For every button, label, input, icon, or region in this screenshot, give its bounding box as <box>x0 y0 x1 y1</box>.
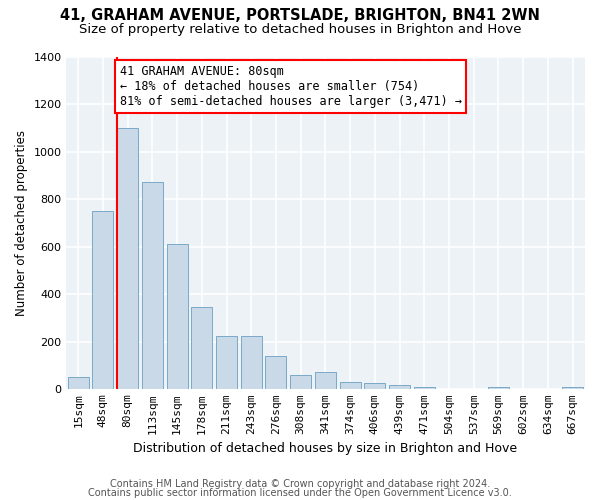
Bar <box>117 128 138 389</box>
Bar <box>488 386 509 389</box>
Bar <box>191 307 212 389</box>
Text: Contains public sector information licensed under the Open Government Licence v3: Contains public sector information licen… <box>88 488 512 498</box>
Bar <box>315 372 336 389</box>
Bar <box>216 336 237 389</box>
X-axis label: Distribution of detached houses by size in Brighton and Hove: Distribution of detached houses by size … <box>133 442 517 455</box>
Bar <box>142 182 163 389</box>
Bar <box>389 386 410 389</box>
Bar <box>364 383 385 389</box>
Bar <box>562 386 583 389</box>
Text: 41 GRAHAM AVENUE: 80sqm
← 18% of detached houses are smaller (754)
81% of semi-d: 41 GRAHAM AVENUE: 80sqm ← 18% of detache… <box>119 65 461 108</box>
Y-axis label: Number of detached properties: Number of detached properties <box>15 130 28 316</box>
Bar <box>265 356 286 389</box>
Text: Contains HM Land Registry data © Crown copyright and database right 2024.: Contains HM Land Registry data © Crown c… <box>110 479 490 489</box>
Bar <box>92 211 113 389</box>
Text: 41, GRAHAM AVENUE, PORTSLADE, BRIGHTON, BN41 2WN: 41, GRAHAM AVENUE, PORTSLADE, BRIGHTON, … <box>60 8 540 22</box>
Bar <box>68 377 89 389</box>
Bar <box>167 244 188 389</box>
Text: Size of property relative to detached houses in Brighton and Hove: Size of property relative to detached ho… <box>79 22 521 36</box>
Bar <box>414 386 435 389</box>
Bar <box>340 382 361 389</box>
Bar <box>290 375 311 389</box>
Bar <box>241 336 262 389</box>
